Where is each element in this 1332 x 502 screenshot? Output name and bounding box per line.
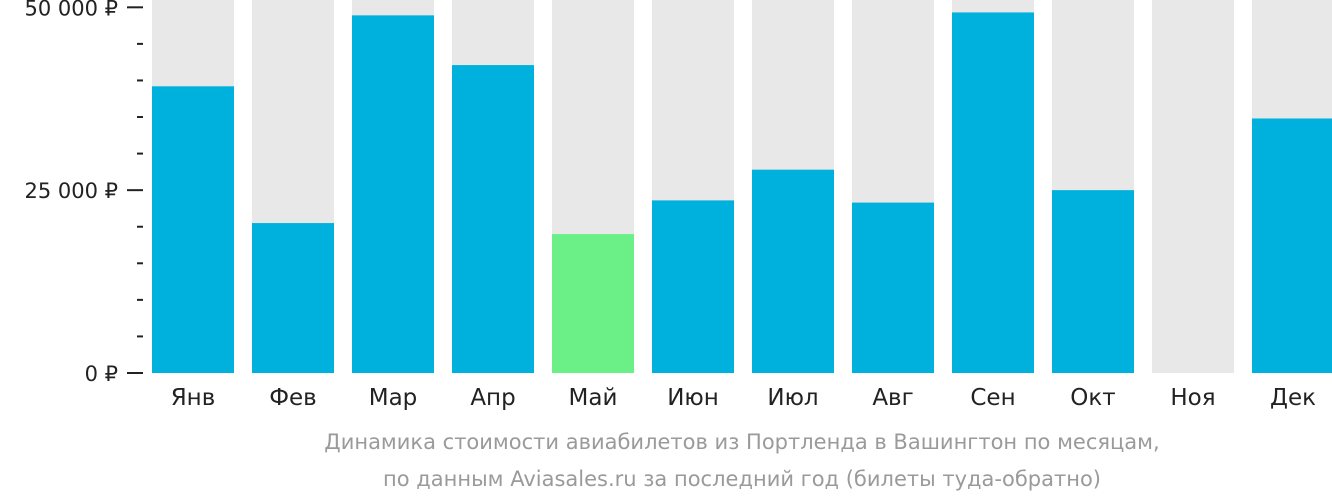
y-tick-label: 0 ₽	[85, 362, 118, 386]
bar-4	[452, 65, 534, 373]
y-tick-label: 25 000 ₽	[24, 179, 118, 203]
bar-5	[552, 234, 634, 373]
bar-9	[952, 12, 1034, 374]
bar-8	[852, 202, 934, 373]
bar-12	[1252, 118, 1332, 373]
x-tick-label: Июл	[767, 385, 818, 411]
bar-1	[152, 86, 234, 373]
price-bar-chart: 0 ₽ 25 000 ₽ 50 000 ₽ Янв Фев Мар Апр Май Июн Июл…	[24, 0, 1332, 411]
x-tick-label: Ноя	[1170, 385, 1215, 411]
x-tick-label: Сен	[970, 385, 1015, 411]
bar-2	[252, 223, 334, 373]
chart-caption-line-2: по данным Aviasales.ru за последний год …	[383, 467, 1101, 491]
bar-background	[1152, 0, 1234, 373]
x-tick-label: Фев	[269, 385, 317, 411]
x-tick-label: Дек	[1270, 385, 1316, 411]
bar-7	[752, 169, 834, 373]
x-tick-label: Июн	[667, 385, 719, 411]
x-tick-label: Апр	[470, 385, 515, 411]
x-tick-label: Окт	[1070, 385, 1115, 411]
bar-3	[352, 15, 434, 373]
x-tick-label: Май	[569, 385, 618, 411]
bar-10	[1052, 190, 1134, 373]
x-tick-label: Янв	[171, 385, 216, 411]
x-tick-label: Авг	[872, 385, 913, 411]
y-tick-label: 50 000 ₽	[24, 0, 118, 20]
x-tick-label: Мар	[369, 385, 418, 411]
chart-caption-line-1: Динамика стоимости авиабилетов из Портле…	[324, 430, 1160, 454]
bar-6	[652, 200, 734, 373]
